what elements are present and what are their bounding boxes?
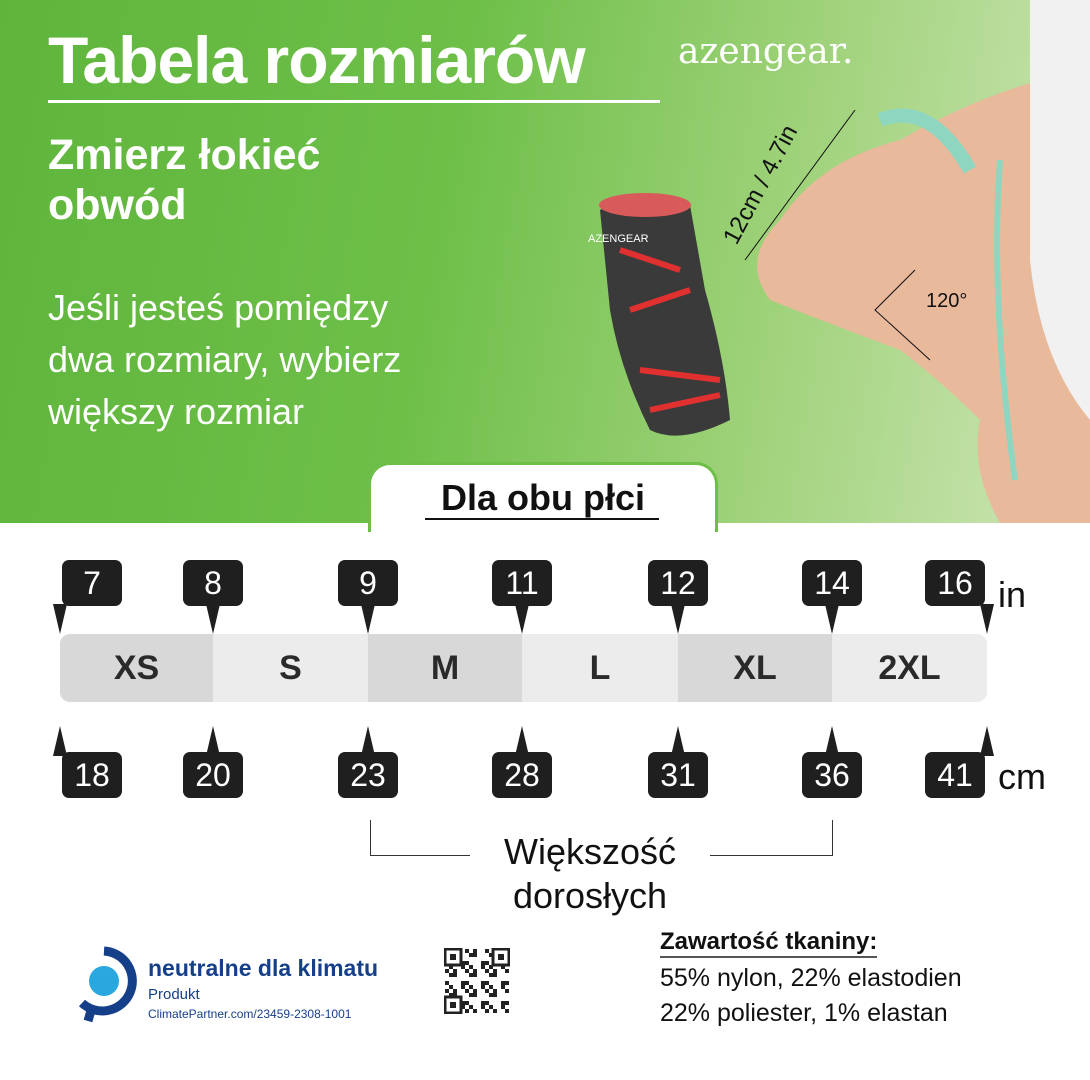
brand-logo: azengear. bbox=[678, 31, 854, 72]
arm-image bbox=[744, 0, 1090, 523]
size-segment-xs: XS bbox=[60, 634, 213, 702]
fabric-title: Zawartość tkaniny: bbox=[660, 928, 878, 958]
tag-pointer bbox=[361, 604, 375, 634]
note-line: dwa rozmiary, wybierz bbox=[48, 339, 402, 380]
climate-label: neutralne dla klimatu Produkt ClimatePar… bbox=[148, 955, 378, 1021]
product-brand-label: AZENGEAR bbox=[588, 233, 649, 245]
unit-in: in bbox=[998, 574, 1027, 615]
unit-cm: cm bbox=[998, 756, 1046, 797]
measure-tag: 11 bbox=[492, 560, 552, 606]
measure-tag: 8 bbox=[183, 560, 243, 606]
tag-pointer bbox=[671, 726, 685, 756]
measure-tag: 9 bbox=[338, 560, 398, 606]
measure-tag: 16 bbox=[925, 560, 985, 606]
tag-pointer bbox=[515, 726, 529, 756]
measure-tag: 31 bbox=[648, 752, 708, 798]
measure-tag: 28 bbox=[492, 752, 552, 798]
measure-tag: 36 bbox=[802, 752, 862, 798]
note-line: większy rozmiar bbox=[48, 391, 305, 432]
size-segment-l: L bbox=[522, 634, 678, 702]
tag-pointer bbox=[980, 604, 994, 634]
title-underline bbox=[48, 100, 660, 103]
climate-product: Produkt bbox=[148, 986, 200, 1003]
tag-pointer bbox=[825, 726, 839, 756]
tag-pointer bbox=[53, 726, 67, 756]
measure-tag: 14 bbox=[802, 560, 862, 606]
fabric-line: 55% nylon, 22% elastodien bbox=[660, 964, 962, 992]
angle-label: 120° bbox=[926, 290, 968, 312]
climate-logo-icon bbox=[78, 946, 137, 1023]
range-label-line: dorosłych bbox=[512, 875, 668, 916]
measure-tag: 12 bbox=[648, 560, 708, 606]
range-label-line: Większość bbox=[503, 831, 677, 872]
elbow-sleeve-image: AZENGEAR bbox=[588, 193, 730, 436]
badge-underline bbox=[425, 518, 659, 520]
tag-pointer bbox=[671, 604, 685, 634]
size-segment-xl: XL bbox=[678, 634, 832, 702]
subtitle-line: Zmierz łokieć bbox=[48, 131, 321, 179]
gender-badge: Dla obu płci bbox=[368, 462, 718, 532]
tag-pointer bbox=[361, 726, 375, 756]
measure-tag: 20 bbox=[183, 752, 243, 798]
measure-tag: 18 bbox=[62, 752, 122, 798]
fabric-line: 22% poliester, 1% elastan bbox=[660, 999, 948, 1027]
tag-pointer bbox=[53, 604, 67, 634]
subtitle: Zmierz łokieć obwód bbox=[48, 130, 320, 230]
size-segment-2xl: 2XL bbox=[832, 634, 987, 702]
tag-pointer bbox=[980, 726, 994, 756]
size-note: Jeśli jesteś pomiędzy dwa rozmiary, wybi… bbox=[48, 282, 401, 438]
climate-title: neutralne dla klimatu bbox=[148, 955, 379, 981]
badge-label: Dla obu płci bbox=[440, 477, 645, 518]
measure-tag: 23 bbox=[338, 752, 398, 798]
measure-tag: 7 bbox=[62, 560, 122, 606]
measure-tag: 41 bbox=[925, 752, 985, 798]
range-label: Większość dorosłych bbox=[470, 830, 710, 918]
qr-code[interactable] bbox=[444, 948, 510, 1014]
tag-pointer bbox=[825, 604, 839, 634]
note-line: Jeśli jesteś pomiędzy bbox=[48, 287, 389, 328]
page-title: Tabela rozmiarów bbox=[48, 23, 586, 97]
size-segment-m: M bbox=[368, 634, 522, 702]
fabric-info: Zawartość tkaniny: 55% nylon, 22% elasto… bbox=[660, 928, 962, 1028]
tag-pointer bbox=[515, 604, 529, 634]
tag-pointer bbox=[206, 604, 220, 634]
size-segment-s: S bbox=[213, 634, 368, 702]
subtitle-line: obwód bbox=[48, 181, 187, 229]
climate-url: ClimatePartner.com/23459-2308-1001 bbox=[148, 1007, 352, 1021]
tag-pointer bbox=[206, 726, 220, 756]
header-banner: Tabela rozmiarów azengear. Zmierz łokieć… bbox=[0, 0, 1090, 532]
